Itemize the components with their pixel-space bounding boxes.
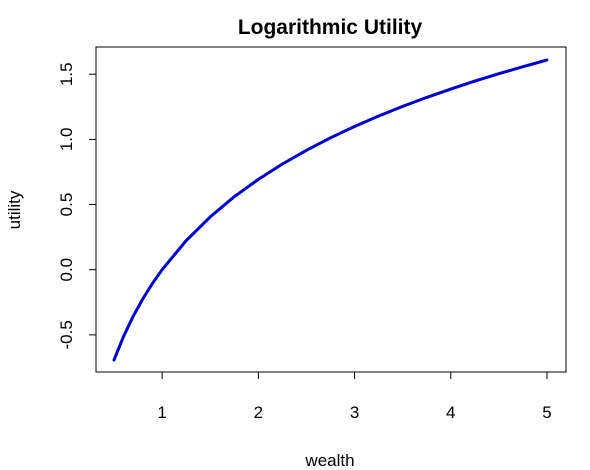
y-tick-label: 1.0 [57,128,76,152]
series-line [112,58,549,362]
y-axis: -0.5 0.0 0.5 1.0 1.5 [57,62,97,349]
y-tick-label: -0.5 [57,320,76,349]
x-tick-label: 2 [254,403,263,422]
x-axis: 1 2 3 4 5 [157,371,552,422]
series-group [112,58,549,362]
y-tick-label: 0.0 [57,258,76,282]
x-axis-label: wealth [304,451,354,470]
x-tick-label: 5 [542,403,551,422]
x-tick-label: 3 [350,403,359,422]
x-tick-label: 4 [446,403,455,422]
y-axis-label: utility [5,190,24,229]
y-tick-label: 1.5 [57,62,76,86]
x-tick-label: 1 [157,403,166,422]
plot-frame [95,46,567,373]
chart-title: Logarithmic Utility [238,16,423,39]
y-tick-label: 0.5 [57,193,76,217]
